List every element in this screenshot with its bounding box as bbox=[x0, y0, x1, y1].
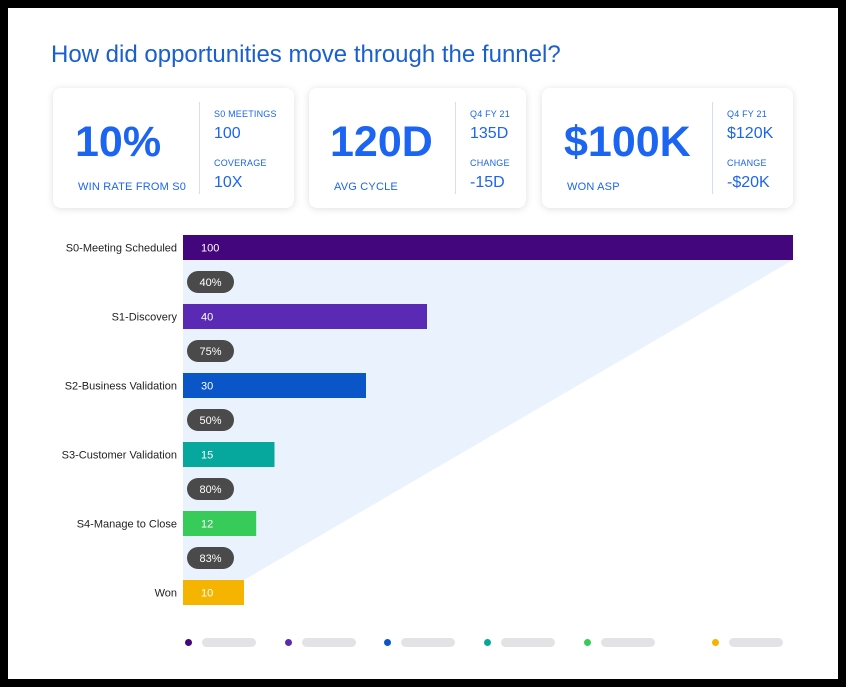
bar-value-label: 10 bbox=[201, 588, 213, 600]
chart-legend bbox=[8, 635, 838, 651]
legend-dot bbox=[584, 639, 591, 646]
funnel-bar bbox=[183, 373, 366, 398]
kpi-divider bbox=[712, 102, 713, 194]
kpi-change-label: CHANGE bbox=[727, 158, 767, 168]
legend-label-placeholder bbox=[601, 638, 655, 647]
kpi-coverage-label: COVERAGE bbox=[214, 158, 267, 168]
bar-value-label: 12 bbox=[201, 519, 213, 531]
kpi-s0-meetings-value: 100 bbox=[214, 125, 241, 142]
conversion-rate-label: 40% bbox=[199, 277, 221, 289]
kpi-coverage-value: 10X bbox=[214, 174, 243, 191]
conversion-rate-label: 50% bbox=[199, 415, 221, 427]
kpi-card-won-asp[interactable]: $100K WON ASP Q4 FY 21 $120K CHANGE -$20… bbox=[542, 88, 793, 208]
kpi-win-rate-label: WIN RATE FROM S0 bbox=[78, 181, 187, 193]
legend-dot bbox=[384, 639, 391, 646]
legend-label-placeholder bbox=[202, 638, 256, 647]
kpi-prev-period-value: $120K bbox=[727, 125, 774, 142]
legend-dot bbox=[484, 639, 491, 646]
kpi-prev-period-label: Q4 FY 21 bbox=[470, 109, 510, 119]
legend-dot bbox=[185, 639, 192, 646]
category-label: S4-Manage to Close bbox=[77, 519, 177, 531]
funnel-bar bbox=[183, 442, 275, 467]
conversion-pill bbox=[187, 547, 234, 569]
funnel-bar bbox=[183, 235, 793, 260]
kpi-avg-cycle-value: 120D bbox=[330, 118, 433, 166]
category-label: S0-Meeting Scheduled bbox=[66, 243, 177, 255]
legend-dot bbox=[285, 639, 292, 646]
legend-dot bbox=[712, 639, 719, 646]
bar-value-label: 40 bbox=[201, 312, 213, 324]
legend-label-placeholder bbox=[302, 638, 356, 647]
funnel-connector bbox=[183, 260, 793, 580]
kpi-divider bbox=[199, 102, 200, 194]
funnel-bar bbox=[183, 511, 257, 536]
kpi-change-value: -15D bbox=[470, 174, 505, 191]
kpi-card-avg-cycle[interactable]: 120D AVG CYCLE Q4 FY 21 135D CHANGE -15D bbox=[309, 88, 526, 208]
conversion-pill bbox=[187, 478, 234, 500]
page-title: How did opportunities move through the f… bbox=[51, 41, 561, 68]
legend-label-placeholder bbox=[501, 638, 555, 647]
funnel-bar bbox=[183, 580, 244, 605]
dashboard-card: How did opportunities move through the f… bbox=[8, 8, 838, 679]
kpi-card-win-rate[interactable]: 10% WIN RATE FROM S0 S0 MEETINGS 100 COV… bbox=[53, 88, 294, 208]
funnel-chart: 100 S0-Meeting Scheduled 40% 40 S1-Discovery… bbox=[62, 235, 793, 605]
kpi-prev-period-value: 135D bbox=[470, 125, 509, 142]
category-label: S2-Business Validation bbox=[65, 381, 177, 393]
bar-value-label: 100 bbox=[201, 243, 219, 255]
legend-label-placeholder bbox=[729, 638, 783, 647]
kpi-prev-period-label: Q4 FY 21 bbox=[727, 109, 767, 119]
kpi-win-rate-value: 10% bbox=[75, 118, 162, 166]
kpi-change-label: CHANGE bbox=[470, 158, 510, 168]
conversion-rate-label: 80% bbox=[199, 484, 221, 496]
kpi-won-asp-value: $100K bbox=[564, 118, 691, 166]
category-label: S1-Discovery bbox=[112, 312, 178, 324]
bar-value-label: 15 bbox=[201, 450, 213, 462]
conversion-pill bbox=[187, 340, 234, 362]
legend-label-placeholder bbox=[401, 638, 455, 647]
kpi-won-asp-label: WON ASP bbox=[567, 181, 620, 193]
conversion-pill bbox=[187, 409, 234, 431]
bar-value-label: 30 bbox=[201, 381, 213, 393]
funnel-bar bbox=[183, 304, 427, 329]
category-label: Won bbox=[155, 588, 177, 600]
conversion-rate-label: 75% bbox=[199, 346, 221, 358]
conversion-pill bbox=[187, 271, 234, 293]
category-label: S3-Customer Validation bbox=[62, 450, 177, 462]
kpi-s0-meetings-label: S0 MEETINGS bbox=[214, 109, 277, 119]
kpi-divider bbox=[455, 102, 456, 194]
kpi-avg-cycle-label: AVG CYCLE bbox=[334, 181, 398, 193]
kpi-change-value: -$20K bbox=[727, 174, 770, 191]
conversion-rate-label: 83% bbox=[199, 553, 221, 565]
